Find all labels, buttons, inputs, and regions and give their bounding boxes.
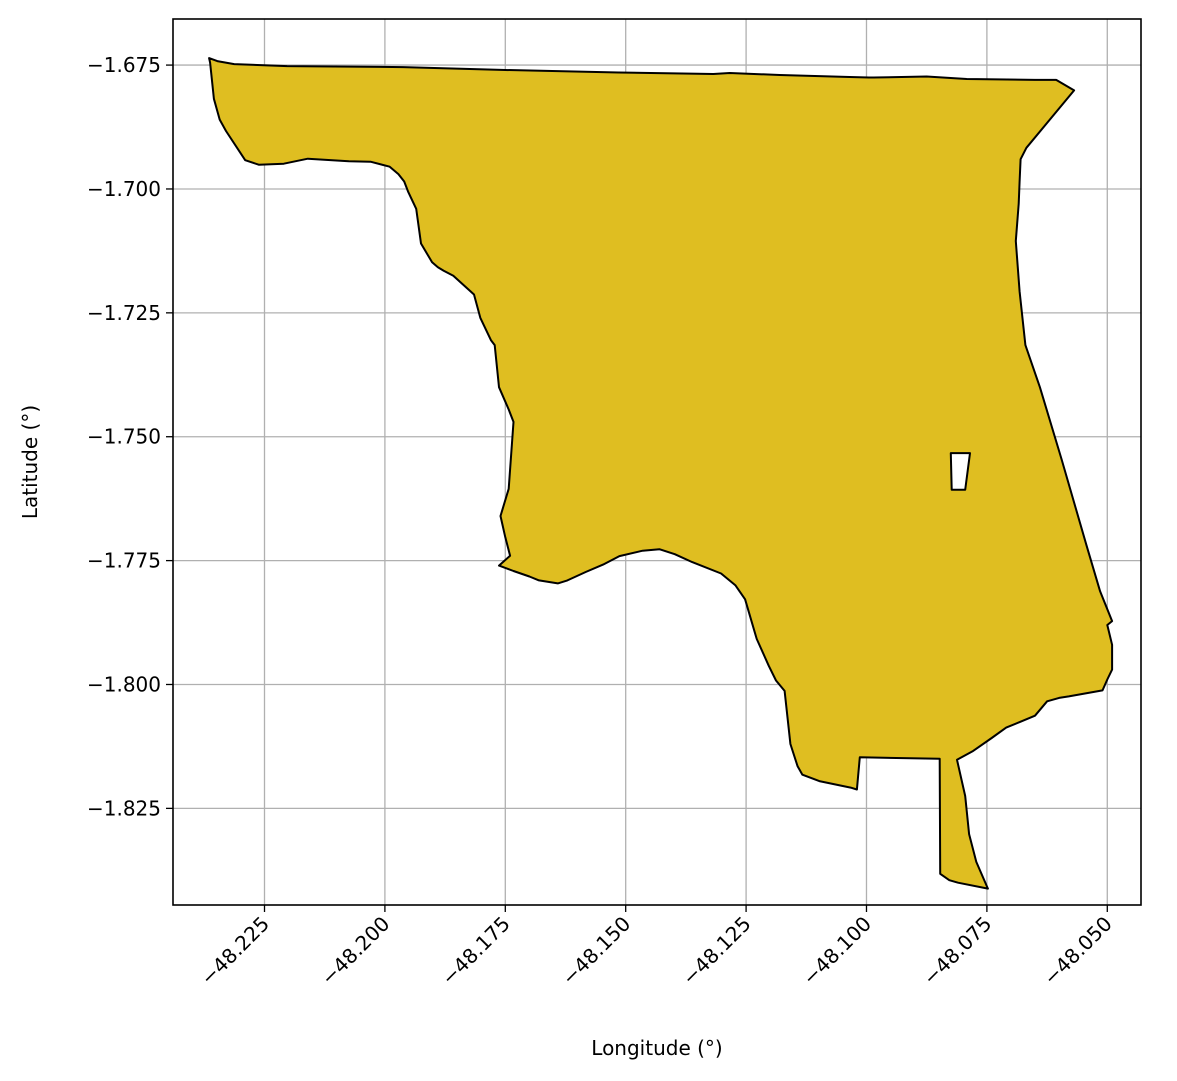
y-axis-title: Latitude (°) <box>18 405 42 519</box>
plot-frame <box>172 18 1142 906</box>
y-tick-label: −1.800 <box>87 672 161 696</box>
y-tick-label: −1.725 <box>87 301 161 325</box>
y-tick-label: −1.825 <box>87 796 161 820</box>
y-tick-label: −1.775 <box>87 549 161 573</box>
region-polygon <box>208 57 1114 890</box>
y-tick-label: −1.700 <box>87 177 161 201</box>
y-tick-label: −1.675 <box>87 53 161 77</box>
y-tick-label: −1.750 <box>87 425 161 449</box>
x-axis-title: Longitude (°) <box>591 1036 722 1060</box>
